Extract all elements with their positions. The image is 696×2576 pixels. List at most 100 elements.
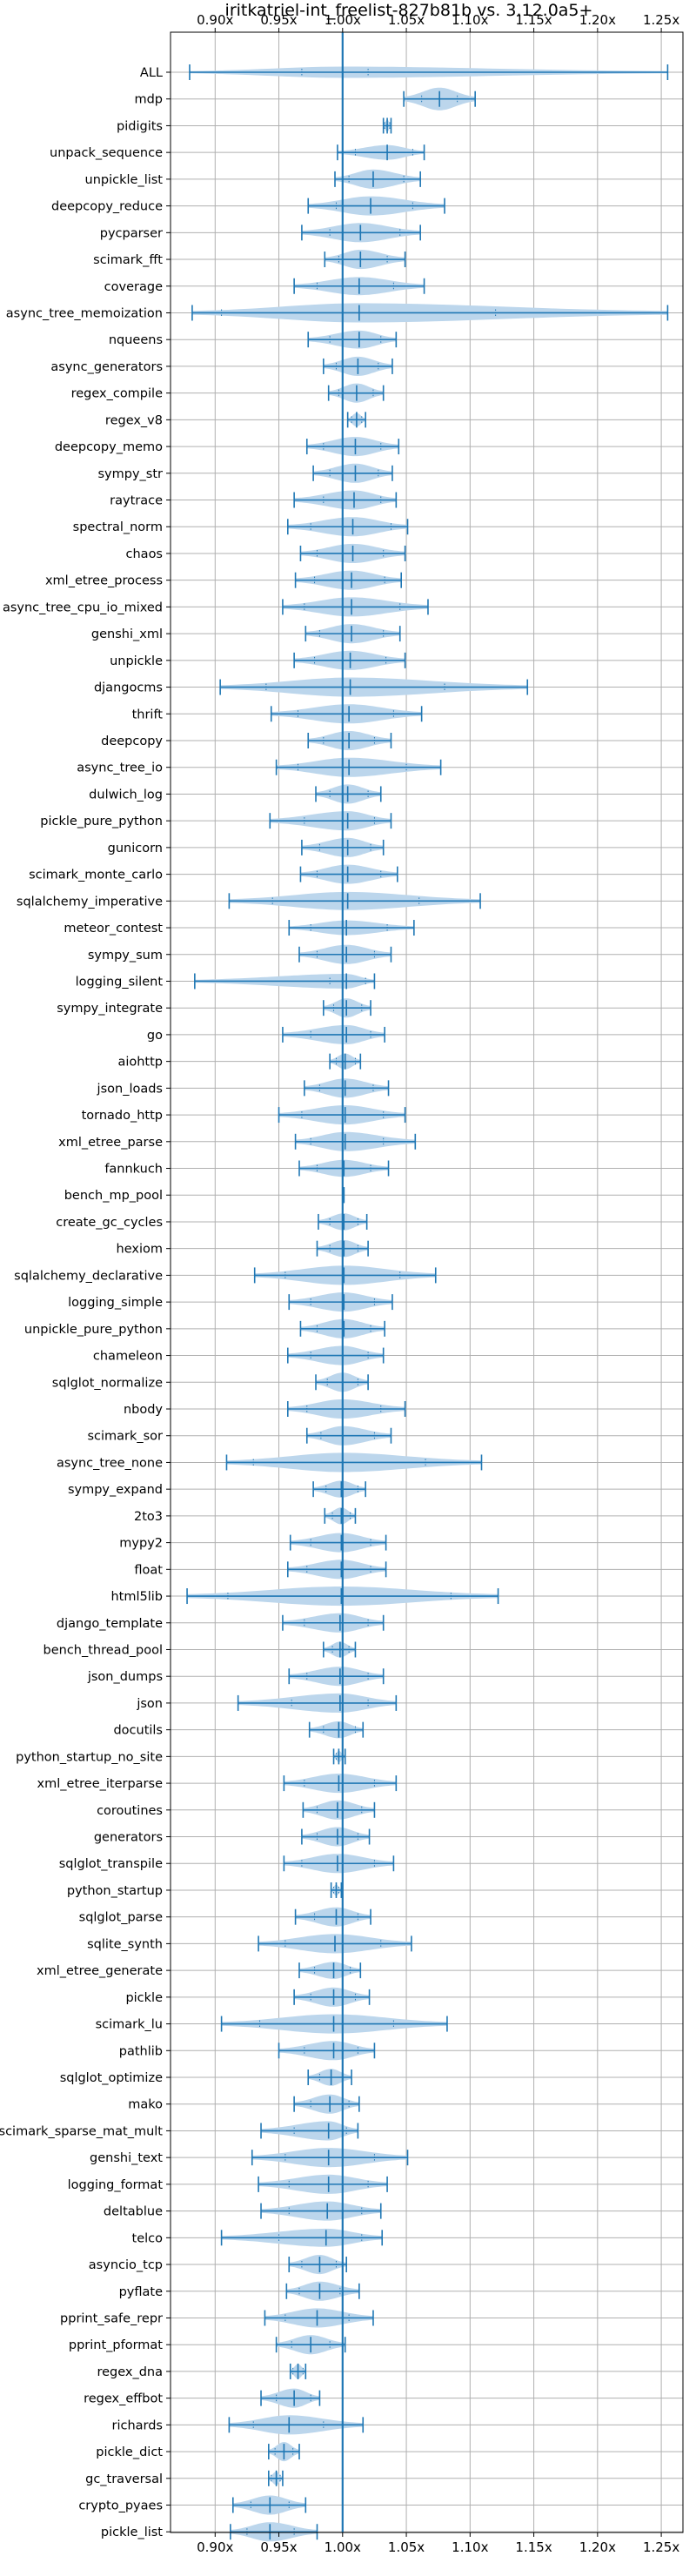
violin-python_startup [330, 1882, 343, 1898]
violin-2to3 [324, 1507, 357, 1525]
category-label: async_tree_none [57, 1456, 163, 1470]
x-tick-label-top: 1.05x [388, 12, 425, 28]
category-label: regex_effbot [84, 2392, 163, 2406]
category-label: xml_etree_parse [58, 1136, 163, 1150]
category-label: regex_v8 [105, 413, 163, 427]
violin-pickle [293, 1987, 371, 2007]
violin-pickle_dict [268, 2442, 300, 2462]
axis-ticks: 0.90x 0.90x 0.95x 0.95x 1.00x 1.00x 1.05x 1.05x… [197, 12, 679, 2555]
violin-chameleon [286, 1345, 385, 1365]
violin-logging_simple [288, 1292, 393, 1312]
category-label: sympy_sum [88, 949, 163, 963]
violin-dulwich_log [315, 784, 382, 804]
category-label: pprint_pformat [69, 2338, 163, 2352]
category-label: deepcopy_reduce [51, 200, 163, 214]
violin-ALL [189, 64, 669, 80]
category-label: genshi_text [90, 2151, 163, 2165]
x-tick-label-bottom: 1.10x [452, 2539, 488, 2555]
category-label: sqlglot_optimize [60, 2071, 163, 2085]
category-label: logging_simple [68, 1296, 163, 1310]
violin-bench_thread_pool [323, 1641, 357, 1658]
violin-xml_etree_iterparse [283, 1774, 398, 1794]
category-label: scimark_lu [96, 2018, 163, 2032]
category-label: unpickle_list [85, 173, 164, 187]
violin-pickle_list [230, 2522, 318, 2542]
category-label: thrift [132, 708, 164, 721]
violin-coverage [293, 277, 425, 296]
category-label: sqlglot_parse [79, 1911, 163, 1925]
x-tick-label-bottom: 1.15x [515, 2539, 552, 2555]
category-label: html5lib [110, 1590, 163, 1604]
category-label: logging_format [68, 2178, 164, 2192]
violin-mdp [403, 87, 476, 111]
category-label: sqlite_synth [87, 1937, 163, 1951]
category-label: nbody [124, 1403, 163, 1417]
violin-sqlglot_optimize [307, 2069, 352, 2086]
violin-deltablue [260, 2201, 382, 2221]
violin-generators [301, 1827, 371, 1847]
x-tick-label-bottom: 1.20x [579, 2539, 616, 2555]
violin-spectral_norm [286, 517, 409, 537]
category-label: sympy_str [98, 467, 164, 481]
category-label: hexiom [117, 1243, 163, 1257]
violin-xml_etree_parse [294, 1131, 417, 1151]
violin-logging_silent [194, 973, 376, 989]
category-label: spectral_norm [73, 520, 163, 534]
x-tick-label-top: 1.00x [325, 12, 361, 28]
category-label: mypy2 [119, 1537, 163, 1551]
category-label: richards [111, 2418, 163, 2432]
violin-xml_etree_generate [298, 1962, 362, 1979]
x-tick-label-bottom: 1.00x [325, 2539, 361, 2555]
violin-djangocms [219, 677, 529, 697]
x-tick-label-bottom: 1.25x [643, 2539, 679, 2555]
category-label: unpickle_pure_python [24, 1323, 163, 1337]
violin-docutils [308, 1721, 365, 1739]
category-label: deepcopy [101, 735, 163, 748]
violin-logging_format [258, 2174, 388, 2194]
category-label: meteor_contest [64, 922, 163, 936]
x-tick-label-top: 1.15x [515, 12, 552, 28]
category-label: async_tree_cpu_io_mixed [3, 600, 163, 614]
violin-sympy_sum [298, 944, 392, 964]
violin-sqlalchemy_declarative [253, 1265, 437, 1285]
x-tick-label-top: 0.95x [260, 12, 297, 28]
x-tick-label-bottom: 0.90x [197, 2539, 233, 2555]
category-label: docutils [113, 1724, 163, 1738]
category-label: pidigits [117, 119, 163, 133]
category-label: raytrace [110, 494, 163, 508]
category-label: sqlglot_normalize [52, 1376, 163, 1390]
category-label: xml_etree_iterparse [37, 1777, 164, 1791]
grid-lines [171, 32, 683, 2532]
category-label: deltablue [104, 2205, 163, 2219]
category-label: bench_mp_pool [64, 1189, 163, 1203]
category-label: sympy_expand [68, 1483, 163, 1497]
violin-pycparser [301, 223, 421, 243]
category-label: float [134, 1563, 163, 1577]
violin-raytrace [293, 490, 398, 510]
category-label: ALL [140, 66, 163, 80]
violin-nbody [286, 1399, 406, 1419]
violin-nqueens [307, 330, 398, 349]
category-label: pickle_pure_python [40, 815, 163, 828]
category-label: gc_traversal [85, 2472, 163, 2486]
category-label: regex_dna [97, 2365, 163, 2379]
violin-crypto_pyaes [231, 2495, 307, 2515]
category-label: asyncio_tcp [89, 2258, 163, 2272]
category-label: gunicorn [108, 842, 163, 855]
violin-mypy2 [289, 1533, 387, 1553]
category-label: xml_etree_process [45, 574, 163, 588]
category-label: sympy_integrate [57, 1002, 163, 1016]
violin-fannkuch [298, 1159, 390, 1177]
category-label: sqlglot_transpile [59, 1857, 163, 1871]
category-label: python_startup_no_site [16, 1750, 163, 1764]
category-label: fannkuch [104, 1163, 163, 1177]
category-label: aiohttp [117, 1056, 163, 1070]
plot-frame [170, 31, 684, 2533]
category-label: djangocms [94, 681, 163, 695]
category-label: scimark_sor [87, 1430, 163, 1444]
category-label: pickle_list [101, 2526, 163, 2539]
violin-async_tree_none [225, 1452, 483, 1472]
category-label: mdp [134, 93, 163, 107]
violin-async_generators [323, 356, 393, 376]
violin-gc_traversal [268, 2470, 284, 2486]
